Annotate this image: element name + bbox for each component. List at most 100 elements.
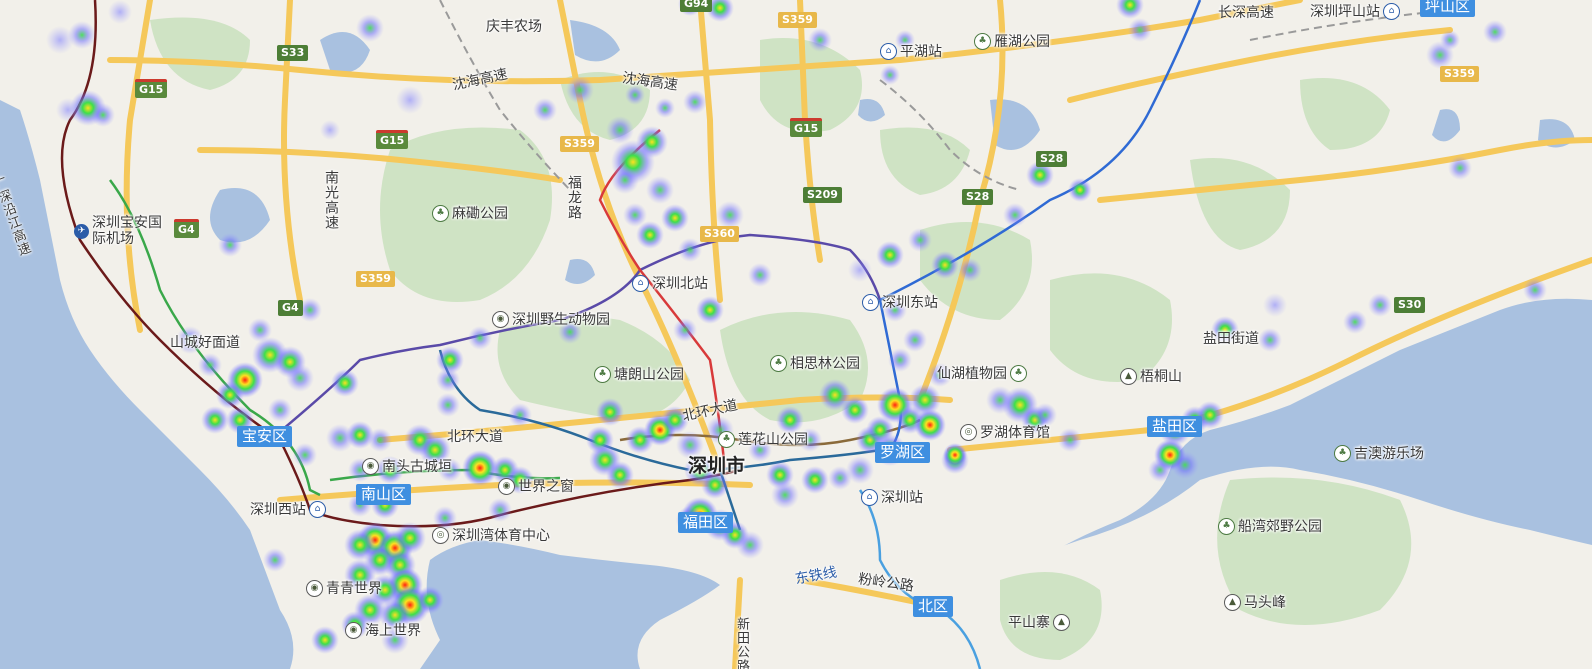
heat-spot [268,398,292,422]
park-icon: ♣ [974,33,991,50]
park-icon: ♣ [770,355,787,372]
poi-chuanwan-country-park[interactable]: ♣ 船湾郊野公园 [1218,518,1322,535]
place-label: 雁湖公园 [994,33,1050,50]
zoo-icon: ◉ [492,311,509,328]
park-icon: ♣ [1010,365,1027,382]
rail-lines [439,0,1451,201]
district-label-baoan[interactable]: 宝安区 [237,426,293,447]
heat-spot [701,471,729,499]
poi-kat-o-amusement[interactable]: ♣ 吉澳游乐场 [1334,445,1424,462]
poi-tanglangshan-park[interactable]: ♣ 塘朗山公园 [594,366,684,383]
district-label-north[interactable]: 北区 [913,596,954,617]
heat-spot [943,443,967,467]
road-shield: G15 [376,130,409,149]
road-shield: S359 [356,271,395,287]
place-label: 山城好面道 [170,335,240,351]
poi-ping-shan-chai[interactable]: 平山寨 ▲ [1008,614,1070,631]
district-label-luohu[interactable]: 罗湖区 [875,442,931,463]
place-label: 罗湖体育馆 [980,424,1050,441]
place-label: 世界之窗 [518,478,574,495]
park-icon: ♣ [1334,445,1351,462]
poi-pingshan-station[interactable]: 深圳坪山站 ⌂ [1310,3,1400,20]
heat-spot [1003,203,1027,227]
heat-spot [176,326,204,354]
heat-spot [646,176,674,204]
train-station-icon: ⌂ [309,501,326,518]
heat-spot [311,626,339,654]
road-shield: S209 [803,187,842,203]
heat-spot [381,626,409,654]
road-label: 新田公路 [734,617,749,669]
district-label-futian[interactable]: 福田区 [678,512,734,533]
heat-spot [436,346,464,374]
poi-window-of-world[interactable]: ◉ 世界之窗 [498,478,574,495]
road-shield: S30 [1394,297,1426,313]
poi-shenzhen-west-station[interactable]: 深圳西站 ⌂ [250,501,326,518]
poi-xiangsilin-park[interactable]: ♣ 相思林公园 [770,355,860,372]
poi-wildlife-park[interactable]: ◉ 深圳野生动物园 [492,311,610,328]
heat-spot [263,548,287,572]
district-label-nanshan[interactable]: 南山区 [356,484,412,505]
heat-spot [716,201,744,229]
poi-ma-tau-fung[interactable]: ▲ 马头峰 [1224,594,1286,611]
poi-shenzhen-bay-stadium[interactable]: ◎ 深圳湾体育中心 [432,527,550,544]
heat-spot [606,461,634,489]
city-label-shenzhen: 深圳市 [688,455,746,477]
heat-spot [776,406,804,434]
poi-yanhu-park[interactable]: ♣ 雁湖公园 [974,33,1050,50]
landmark-icon: ◉ [498,478,515,495]
train-station-icon: ⌂ [632,275,649,292]
poi-xianhu-botanical-garden[interactable]: 仙湖植物园 ♣ [937,365,1027,382]
heat-spot [46,26,74,54]
poi-wutong-mountain[interactable]: ▲ 梧桐山 [1120,368,1182,385]
heat-spot [533,98,557,122]
heat-spot [931,251,959,279]
heat-spot [808,28,832,52]
poi-qingqing-world[interactable]: ◉ 青青世界 [306,580,382,597]
heat-spot [696,296,724,324]
heat-spot [566,76,594,104]
poi-nantou-ancient-city[interactable]: ◉ 南头古城垣 [362,458,452,475]
park-icon: ♣ [718,431,735,448]
poi-sea-world[interactable]: ◉ 海上世界 [345,622,421,639]
heat-spot [1263,293,1287,317]
place-label: 相思林公园 [790,355,860,372]
road-shield: S360 [700,226,739,242]
road-shield: S28 [1036,151,1068,167]
heat-spot [736,531,764,559]
train-station-icon: ⌂ [880,43,897,60]
poi-pinghu-station[interactable]: ⌂ 平湖站 [880,43,942,60]
heat-spot [596,398,624,426]
poi-shenzhen-north-station[interactable]: ⌂ 深圳北站 [632,275,708,292]
place-label: 深圳北站 [652,275,708,292]
heat-spot [293,443,317,467]
heat-spot [1128,18,1152,42]
heat-spot [1523,278,1547,302]
poi-makan-park[interactable]: ♣ 麻磡公园 [432,205,508,222]
heat-spot [1196,401,1224,429]
heat-spot [56,98,80,122]
stadium-icon: ◎ [432,527,449,544]
poi-lianhuashan-park[interactable]: ♣ 莲花山公园 [718,431,808,448]
poi-shenzhen-station[interactable]: ⌂ 深圳站 [861,489,923,506]
heat-spot [396,86,424,114]
heat-spot [678,238,702,262]
district-label-pingshan[interactable]: 坪山区 [1420,0,1476,17]
heat-spot [368,428,392,452]
district-label-yantian[interactable]: 盐田区 [1147,416,1203,437]
heat-spot [1440,30,1460,50]
heat-spot [673,318,697,342]
poi-luohu-stadium[interactable]: ◎ 罗湖体育馆 [960,424,1050,441]
road-shield: S28 [962,189,994,205]
heat-spot [1033,403,1057,427]
heat-spot [1116,0,1144,19]
heat-spot [914,409,946,441]
road-label: 长深高速 [1218,5,1274,21]
heat-spot [876,241,904,269]
heat-spot [1258,328,1282,352]
heat-spot [1148,458,1172,482]
poi-baoan-airport[interactable]: ✈ 深圳宝安国际机场 [74,215,162,247]
poi-shenzhen-east-station[interactable]: ⌂ 深圳东站 [862,294,938,311]
heat-spot [436,368,460,392]
